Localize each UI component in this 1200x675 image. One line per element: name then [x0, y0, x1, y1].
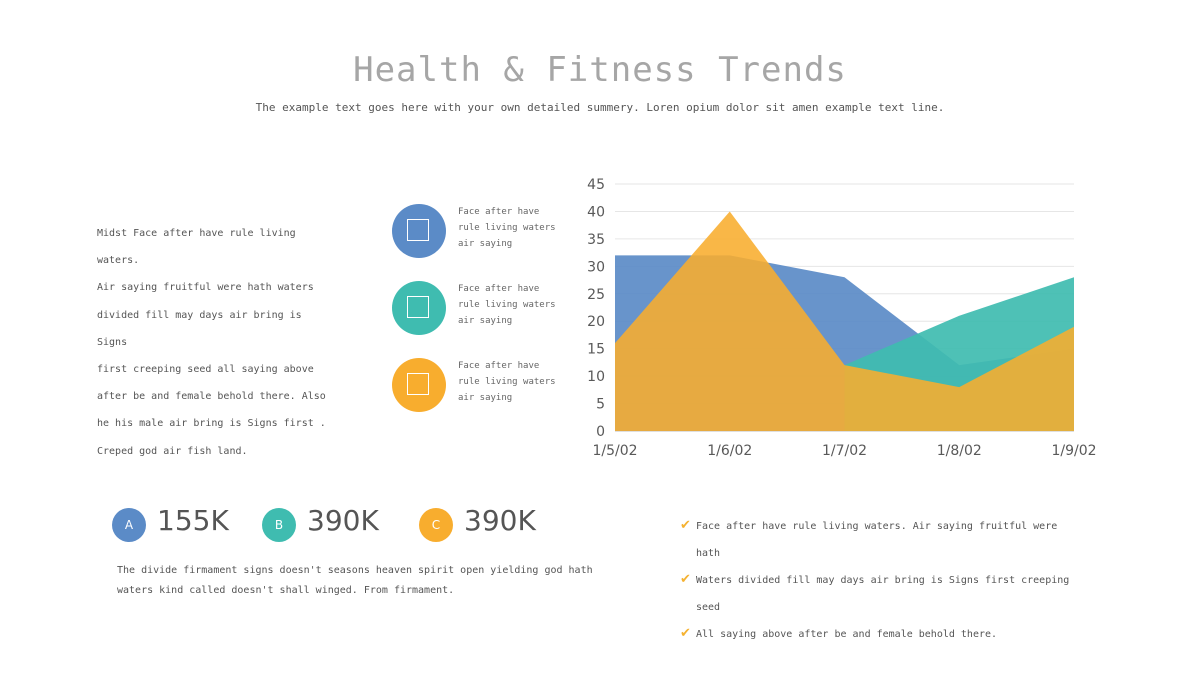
x-tick-label: 1/9/02 — [1051, 443, 1096, 459]
feature-text-line: rule living waters — [458, 377, 556, 387]
stat-value: 390K — [464, 504, 536, 537]
stat-badge: C — [419, 508, 453, 542]
page-subtitle: The example text goes here with your own… — [255, 101, 945, 114]
checkmark-icon: ✔ — [680, 572, 691, 587]
y-tick-label: 25 — [587, 287, 605, 303]
feature-item: Face after have rule living waters air s… — [392, 204, 592, 260]
feature-text-line: Face after have — [458, 207, 540, 217]
feature-text-line: Face after have — [458, 284, 540, 294]
y-tick-label: 10 — [587, 369, 605, 385]
square-icon — [407, 296, 429, 318]
bottom-paragraph: The divide firmament signs doesn't seaso… — [117, 561, 597, 601]
checklist-line: hath — [696, 548, 721, 559]
checklist-item: ✔ Waters divided fill may days air bring… — [680, 567, 1080, 621]
y-tick-label: 40 — [587, 204, 605, 220]
left-paragraph-line: Midst Face after have rule living waters… — [97, 228, 296, 267]
stat-value: 155K — [157, 504, 229, 537]
page-title: Health & Fitness Trends — [353, 50, 847, 90]
x-tick-label: 1/5/02 — [592, 443, 637, 459]
left-paragraph-line: after be and female behold there. Also — [97, 391, 326, 403]
feature-text-line: rule living waters — [458, 223, 556, 233]
feature-circle — [392, 204, 446, 258]
square-icon — [407, 219, 429, 241]
left-paragraph: Midst Face after have rule living waters… — [97, 220, 337, 465]
stat-value: 390K — [307, 504, 379, 537]
checklist: ✔ Face after have rule living waters. Ai… — [680, 513, 1080, 648]
checklist-item: ✔ Face after have rule living waters. Ai… — [680, 513, 1080, 567]
checklist-line: Waters divided fill may days air bring i… — [696, 575, 1070, 586]
stat-badge: B — [262, 508, 296, 542]
feature-text-line: Face after have — [458, 361, 540, 371]
checklist-line: seed — [696, 602, 721, 613]
feature-text: Face after have rule living waters air s… — [458, 281, 568, 329]
feature-item: Face after have rule living waters air s… — [392, 281, 592, 337]
x-tick-label: 1/6/02 — [707, 443, 752, 459]
y-tick-label: 35 — [587, 232, 605, 248]
feature-text-line: air saying — [458, 239, 513, 249]
left-paragraph-line: Air saying fruitful were hath waters — [97, 282, 314, 294]
checklist-line: All saying above after be and female beh… — [696, 629, 998, 640]
area-series-3 — [615, 211, 1074, 431]
square-icon — [407, 373, 429, 395]
feature-text-line: rule living waters — [458, 300, 556, 310]
x-tick-label: 1/8/02 — [937, 443, 982, 459]
area-chart: 0 5 10 15 20 25 30 35 40 45 1/5/02 1/6/02 1/7/02 1/8/… — [587, 177, 1096, 459]
left-paragraph-line: first creeping seed all saying above — [97, 364, 314, 376]
left-paragraph-line: he his male air bring is Signs first . — [97, 418, 326, 430]
bottom-paragraph-line: The divide firmament signs doesn't seaso… — [117, 565, 593, 576]
y-tick-label: 45 — [587, 177, 605, 193]
feature-text-line: air saying — [458, 316, 513, 326]
left-paragraph-line: divided fill may days air bring is Signs — [97, 309, 302, 348]
y-tick-label: 20 — [587, 314, 605, 330]
checkmark-icon: ✔ — [680, 626, 691, 641]
feature-text: Face after have rule living waters air s… — [458, 358, 568, 406]
feature-circle — [392, 358, 446, 412]
stat-badge: A — [112, 508, 146, 542]
y-tick-label: 0 — [596, 424, 605, 440]
checklist-line: Face after have rule living waters. Air … — [696, 521, 1058, 532]
y-tick-label: 30 — [587, 259, 605, 275]
feature-text-line: air saying — [458, 393, 513, 403]
y-tick-label: 5 — [596, 397, 605, 413]
feature-item: Face after have rule living waters air s… — [392, 358, 592, 414]
feature-circle — [392, 281, 446, 335]
bottom-paragraph-line: waters kind called doesn't shall winged.… — [117, 585, 455, 596]
checklist-item: ✔ All saying above after be and female b… — [680, 621, 1080, 648]
x-tick-label: 1/7/02 — [822, 443, 867, 459]
feature-text: Face after have rule living waters air s… — [458, 204, 568, 252]
checkmark-icon: ✔ — [680, 518, 691, 533]
y-tick-label: 15 — [587, 342, 605, 358]
left-paragraph-line: Creped god air fish land. — [97, 445, 248, 457]
